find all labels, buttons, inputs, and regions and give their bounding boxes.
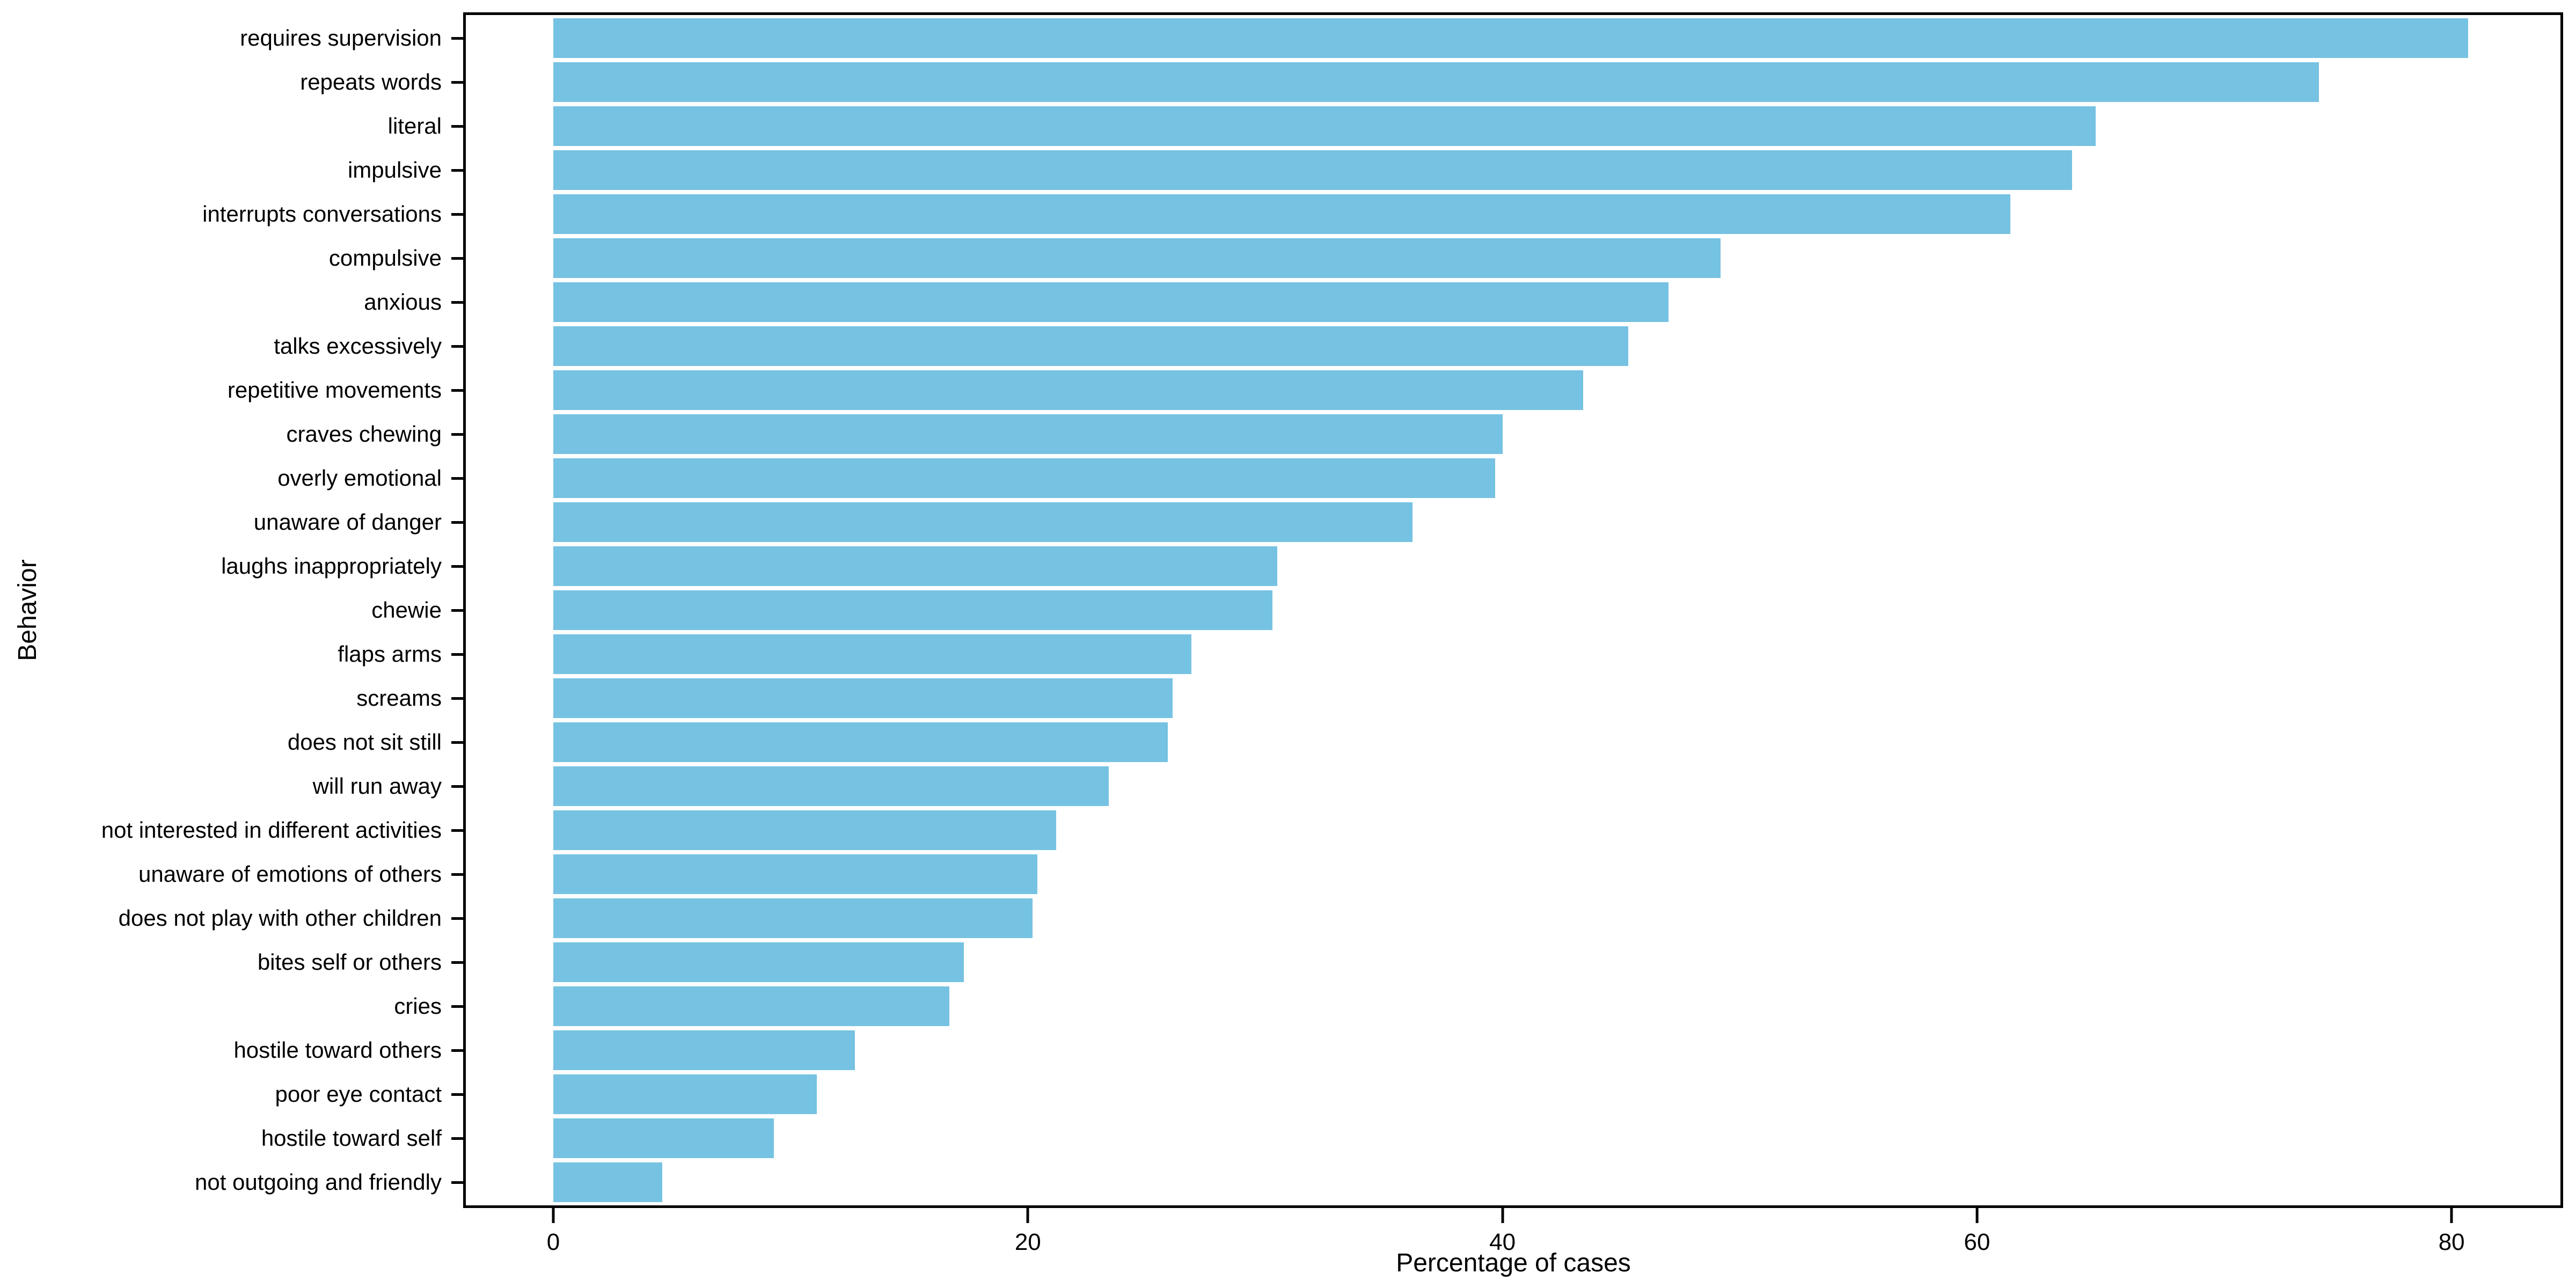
x-tick-label-60: 60: [1964, 1229, 1990, 1255]
bar-interrupts-conversations: [553, 194, 2010, 234]
bar-hostile-toward-self: [553, 1118, 774, 1158]
bar-requires-supervision: [553, 18, 2469, 58]
bar-overly-emotional: [553, 458, 1496, 498]
y-tick-label-unaware-of-emotions-of-others: unaware of emotions of others: [138, 861, 442, 887]
y-tick: [451, 873, 463, 876]
y-tick-label-chewie: chewie: [371, 597, 442, 623]
bar-unaware-of-emotions-of-others: [553, 854, 1037, 894]
y-tick-label-hostile-toward-others: hostile toward others: [233, 1037, 442, 1063]
y-tick: [451, 477, 463, 480]
bar-unaware-of-danger: [553, 502, 1413, 542]
bar-repeats-words: [553, 62, 2319, 102]
y-tick: [451, 1137, 463, 1140]
bar-screams: [553, 678, 1173, 718]
y-tick: [451, 1181, 463, 1184]
y-tick: [451, 213, 463, 216]
y-tick: [451, 521, 463, 524]
x-tick: [1975, 1208, 1979, 1223]
x-tick: [552, 1208, 555, 1223]
bar-anxious: [553, 282, 1669, 322]
y-tick: [451, 565, 463, 568]
bar-cries: [553, 986, 950, 1026]
y-tick-label-bites-self-or-others: bites self or others: [257, 949, 442, 975]
y-tick-label-craves-chewing: craves chewing: [286, 421, 442, 447]
y-tick: [451, 785, 463, 788]
x-tick: [1501, 1208, 1504, 1223]
x-axis: 0 20 40 60 80: [463, 1208, 2563, 1288]
x-axis-title: Percentage of cases: [1396, 1249, 1631, 1277]
y-tick-label-overly-emotional: overly emotional: [277, 465, 442, 491]
x-tick-label-20: 20: [1014, 1229, 1041, 1255]
y-tick: [451, 125, 463, 128]
y-tick-label-not-outgoing-and-friendly: not outgoing and friendly: [194, 1169, 442, 1195]
x-tick: [1026, 1208, 1029, 1223]
y-tick-label-does-not-sit-still: does not sit still: [287, 729, 442, 755]
bar-repetitive-movements: [553, 370, 1583, 410]
y-tick: [451, 1049, 463, 1052]
x-tick-label-80: 80: [2438, 1229, 2465, 1255]
bar-will-run-away: [553, 766, 1109, 806]
y-tick: [451, 433, 463, 436]
bar-flaps-arms: [553, 634, 1192, 674]
bar-poor-eye-contact: [553, 1074, 817, 1114]
y-tick-label-repeats-words: repeats words: [300, 69, 442, 94]
y-tick-label-does-not-play-with-other-children: does not play with other children: [118, 905, 442, 931]
x-tick: [2450, 1208, 2453, 1223]
bar-talks-excessively: [553, 326, 1628, 366]
y-tick-label-hostile-toward-self: hostile toward self: [261, 1125, 442, 1151]
y-tick: [451, 829, 463, 832]
y-tick-label-laughs-inappropriately: laughs inappropriately: [221, 553, 442, 579]
bar-not-interested-in-different-activities: [553, 810, 1057, 850]
y-tick-label-screams: screams: [356, 685, 442, 711]
y-tick: [451, 36, 463, 40]
y-tick: [451, 653, 463, 656]
x-tick-label-40: 40: [1489, 1229, 1516, 1255]
bar-laughs-inappropriately: [553, 546, 1277, 586]
y-tick-label-will-run-away: will run away: [312, 773, 442, 799]
y-tick-label-repetitive-movements: repetitive movements: [227, 377, 442, 402]
y-tick: [451, 917, 463, 920]
y-tick-label-anxious: anxious: [364, 289, 442, 314]
bar-bites-self-or-others: [553, 942, 964, 982]
y-tick: [451, 257, 463, 260]
bar-hostile-toward-others: [553, 1030, 855, 1070]
y-tick: [451, 1005, 463, 1008]
bar-compulsive: [553, 238, 1721, 278]
bar-impulsive: [553, 150, 2072, 190]
plot-panel: [463, 12, 2563, 1208]
y-tick-label-not-interested-in-different-activities: not interested in different activities: [101, 817, 442, 843]
bar-not-outgoing-and-friendly: [553, 1162, 663, 1202]
y-tick: [451, 345, 463, 348]
y-tick-label-interrupts-conversations: interrupts conversations: [202, 201, 442, 226]
bar-literal: [553, 106, 2096, 146]
y-tick-label-impulsive: impulsive: [347, 157, 442, 182]
y-tick-label-cries: cries: [394, 993, 442, 1019]
x-tick-label-0: 0: [546, 1229, 560, 1255]
y-tick: [451, 301, 463, 304]
y-tick-label-flaps-arms: flaps arms: [338, 641, 442, 667]
y-tick-label-unaware-of-danger: unaware of danger: [253, 509, 442, 535]
bar-chewie: [553, 590, 1272, 630]
y-tick-label-talks-excessively: talks excessively: [274, 333, 442, 358]
y-tick-label-literal: literal: [387, 113, 442, 138]
y-tick-label-requires-supervision: requires supervision: [240, 25, 442, 50]
y-tick: [451, 961, 463, 964]
y-tick: [451, 697, 463, 700]
bar-does-not-sit-still: [553, 722, 1168, 762]
y-tick: [451, 1093, 463, 1096]
y-tick-label-poor-eye-contact: poor eye contact: [275, 1081, 442, 1107]
y-tick: [451, 169, 463, 172]
y-axis: requires supervision repeats words literal…: [0, 12, 463, 1208]
y-tick-label-compulsive: compulsive: [328, 245, 442, 270]
bar-craves-chewing: [553, 414, 1503, 454]
y-tick: [451, 609, 463, 612]
bar-does-not-play-with-other-children: [553, 898, 1033, 938]
y-tick: [451, 80, 463, 84]
y-tick: [451, 741, 463, 744]
y-tick: [451, 389, 463, 392]
